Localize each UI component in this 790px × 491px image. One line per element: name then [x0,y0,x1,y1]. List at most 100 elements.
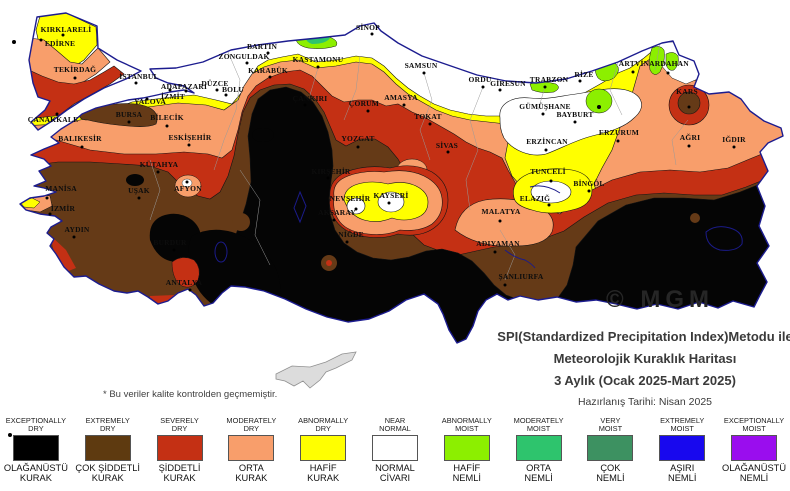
station-dot [55,112,59,116]
station-dot [45,196,49,200]
legend-label-tr: OLAĞANÜSTÜ NEMLİ [722,463,787,483]
elazig-white-spot [530,180,572,204]
station-dot [503,283,507,287]
legend-label-tr: ÇOK ŞİDDETLİ KURAK [75,463,140,483]
title-line-2: Meteorolojik Kuraklık Haritası [553,351,737,366]
legend-swatch [659,435,706,461]
station-dot [245,61,249,65]
bayburt-green-patch [585,88,613,114]
station-dot [345,240,349,244]
station-dot [224,93,228,97]
keban-reservoir [529,185,561,194]
station-dot [356,145,360,149]
station-dot [134,81,138,85]
lakes [214,185,743,269]
station-dot [168,88,172,92]
ardahan-green-patch [665,52,679,71]
legend-label-en: SEVERELY DRY [160,416,199,433]
station-dot [402,103,406,107]
legend-label-tr: ORTA KURAK [235,463,268,483]
title-line-3: 3 Aylık (Ocak 2025-Mart 2025) [554,373,736,388]
station-dot [687,105,691,109]
legend-item-very-moist: VERY MOIST ÇOK NEMLİ [575,414,647,491]
station-dot [185,180,189,184]
kayseri-white-spot [377,191,405,213]
station-dot [587,189,591,193]
station-dot [481,85,485,89]
legend-item-moderately-moist: MODERATELY MOIST ORTA NEMLİ [503,414,575,491]
station-dot [145,97,149,101]
stray-dot [12,40,16,44]
station-dot [370,32,374,36]
station-dot [422,71,426,75]
legend-label-en: EXTREMELY DRY [85,416,130,433]
biga-brown-patch [79,103,158,127]
legend-swatch [731,435,778,461]
map-title-block: SPI(Standardized Precipitation Index)Met… [450,326,790,412]
legend-swatch [300,435,347,461]
legend-swatch [443,435,490,461]
legend-item-severely-dry: SEVERELY DRY ŞİDDETLİ KURAK [144,414,216,491]
legend-item-exceptionally-moist: EXCEPTIONALLY MOIST OLAĞANÜSTÜ NEMLİ [718,414,790,491]
station-dot [547,203,551,207]
station-dot [266,51,270,55]
station-dot [732,145,736,149]
mgm-watermark: © MGM [605,286,714,313]
marmaris-red-strip [150,295,200,308]
station-dot [303,103,307,107]
station-dot [172,248,176,252]
legend-label-en: EXCEPTIONALLY DRY [5,416,67,433]
lake-van [705,226,743,251]
legend-label-tr: OLAĞANÜSTÜ KURAK [3,463,68,483]
legend-label-en: ABNORMALLY MOIST [441,416,492,433]
station-dot [137,196,141,200]
lake-tuz [293,190,307,224]
station-dot [631,70,635,74]
legend-swatch [156,435,203,461]
usak-black-oval [126,174,144,186]
legend-label-en: VERY MOIST [598,416,623,433]
legend-label-tr: HAFİF KURAK [307,463,340,483]
station-dot [127,120,131,124]
station-dot [493,250,497,254]
station-dot [666,71,670,75]
station-dot [578,79,582,83]
station-dot [326,176,330,180]
station-dot [446,150,450,154]
station-dot [549,179,553,183]
legend-swatch [228,435,275,461]
legend-swatch [515,435,562,461]
legend-label-en: EXCEPTIONALLY MOIST [723,416,785,433]
legend-swatch [12,435,59,461]
nevsehir-white-spot [346,197,366,215]
station-dot [544,148,548,152]
station-dot [498,88,502,92]
station-dot [165,124,169,128]
station-dot [332,218,336,222]
legend-label-tr: ŞİDDETLİ KURAK [158,463,201,483]
brown-spot-3 [690,213,700,223]
stray-dot [8,433,12,437]
station-dot [268,75,272,79]
station-dot [39,38,43,42]
station-dot [354,207,358,211]
station-dot [573,120,577,124]
brown-spot-1 [232,213,250,231]
legend-label-en: ABNORMALLY DRY [298,416,349,433]
legend-item-exceptionally-dry: EXCEPTIONALLY DRY OLAĞANÜSTÜ KURAK [0,414,72,491]
station-dot [316,65,320,69]
izmir-black-blob [149,213,201,262]
legend-swatch [587,435,634,461]
legend-label-en: NEAR NORMAL [379,416,411,433]
station-dot [188,288,192,292]
aegean-red-strip [50,235,76,272]
station-dot [616,139,620,143]
legend-item-moderately-dry: MODERATELY DRY ORTA KURAK [215,414,287,491]
legend-label-en: EXTREMELY MOIST [660,416,705,433]
legend-label-tr: NORMAL CİVARI [375,463,415,483]
station-dot [72,235,76,239]
title-date: Hazırlanış Tarihi: Nisan 2025 [577,396,713,408]
station-dot [61,33,65,37]
station-dot [687,144,691,148]
